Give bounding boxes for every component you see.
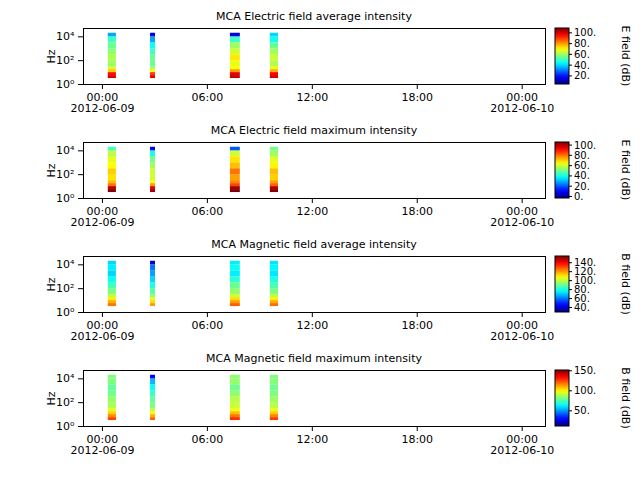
svg-text:100.: 100. bbox=[574, 27, 596, 38]
svg-text:Hz: Hz bbox=[45, 49, 58, 63]
svg-text:10⁰: 10⁰ bbox=[56, 306, 75, 319]
svg-text:100.: 100. bbox=[574, 275, 597, 287]
svg-text:20.: 20. bbox=[574, 181, 590, 192]
svg-text:Hz: Hz bbox=[45, 163, 58, 177]
svg-text:B field (dB): B field (dB) bbox=[619, 367, 632, 428]
html-text:MCA Magnetic field average int: MCA Magnetic field average intensity bbox=[211, 238, 417, 251]
svg-text:40.: 40. bbox=[574, 60, 590, 71]
svg-text:40.: 40. bbox=[574, 302, 590, 313]
svg-text:10⁰: 10⁰ bbox=[56, 192, 75, 205]
svg-text:140.: 140. bbox=[574, 257, 596, 268]
svg-text:150.: 150. bbox=[574, 366, 596, 376]
svg-text:18:00: 18:00 bbox=[401, 433, 433, 446]
svg-text:0.: 0. bbox=[574, 191, 584, 202]
svg-text:60.: 60. bbox=[574, 49, 590, 60]
svg-text:00:002012-06-09: 00:002012-06-09 bbox=[70, 319, 134, 343]
svg-text:40.: 40. bbox=[574, 170, 590, 181]
svg-text:10⁴: 10⁴ bbox=[56, 258, 75, 271]
svg-text:12:00: 12:00 bbox=[296, 319, 328, 332]
svg-text:06:00: 06:00 bbox=[192, 205, 224, 218]
html-text:MCA Electric field average int: MCA Electric field average intensity bbox=[216, 10, 412, 23]
svg-text:10⁴: 10⁴ bbox=[56, 30, 75, 43]
svg-text:00:002012-06-10: 00:002012-06-10 bbox=[490, 91, 554, 115]
svg-text:10⁰: 10⁰ bbox=[56, 420, 75, 433]
svg-text:18:00: 18:00 bbox=[401, 205, 433, 218]
html-text:MCA Electric field maximum int: MCA Electric field maximum intensity bbox=[210, 124, 418, 137]
svg-text:10⁴: 10⁴ bbox=[56, 144, 75, 157]
svg-text:12:00: 12:00 bbox=[296, 205, 328, 218]
svg-text:00:002012-06-10: 00:002012-06-10 bbox=[490, 433, 554, 457]
svg-text:10²: 10² bbox=[56, 54, 74, 67]
svg-text:100.: 100. bbox=[574, 140, 596, 151]
svg-text:60.: 60. bbox=[574, 293, 590, 305]
svg-text:12:00: 12:00 bbox=[296, 433, 328, 446]
svg-text:Hz: Hz bbox=[45, 391, 58, 405]
svg-text:00:002012-06-09: 00:002012-06-09 bbox=[70, 433, 134, 457]
svg-text:E field (dB): E field (dB) bbox=[619, 140, 632, 201]
svg-text:10²: 10² bbox=[56, 168, 74, 181]
svg-text:18:00: 18:00 bbox=[401, 319, 433, 332]
svg-text:80.: 80. bbox=[574, 284, 590, 296]
svg-text:18:00: 18:00 bbox=[401, 91, 433, 104]
svg-text:B field (dB): B field (dB) bbox=[619, 253, 632, 314]
svg-text:00:002012-06-10: 00:002012-06-10 bbox=[490, 319, 554, 343]
svg-text:120.: 120. bbox=[574, 266, 597, 278]
svg-text:Hz: Hz bbox=[45, 277, 58, 291]
svg-text:10⁰: 10⁰ bbox=[56, 78, 75, 91]
svg-text:10²: 10² bbox=[56, 282, 74, 295]
svg-text:10⁴: 10⁴ bbox=[56, 372, 75, 385]
svg-text:80.: 80. bbox=[574, 150, 590, 161]
svg-text:20.: 20. bbox=[574, 70, 590, 81]
svg-text:100.: 100. bbox=[574, 385, 596, 396]
svg-text:E field (dB): E field (dB) bbox=[619, 26, 632, 87]
svg-text:60.: 60. bbox=[574, 160, 590, 171]
svg-text:00:002012-06-09: 00:002012-06-09 bbox=[70, 91, 134, 115]
svg-text:50.: 50. bbox=[574, 405, 590, 416]
svg-text:00:002012-06-09: 00:002012-06-09 bbox=[70, 205, 134, 229]
svg-text:00:002012-06-10: 00:002012-06-10 bbox=[490, 205, 554, 229]
svg-text:06:00: 06:00 bbox=[192, 91, 224, 104]
svg-text:12:00: 12:00 bbox=[296, 91, 328, 104]
svg-text:80.: 80. bbox=[574, 38, 590, 49]
svg-text:06:00: 06:00 bbox=[192, 319, 224, 332]
svg-text:06:00: 06:00 bbox=[192, 433, 224, 446]
html-text:MCA Magnetic field maximum int: MCA Magnetic field maximum intensity bbox=[206, 352, 422, 365]
svg-text:10²: 10² bbox=[56, 396, 74, 409]
